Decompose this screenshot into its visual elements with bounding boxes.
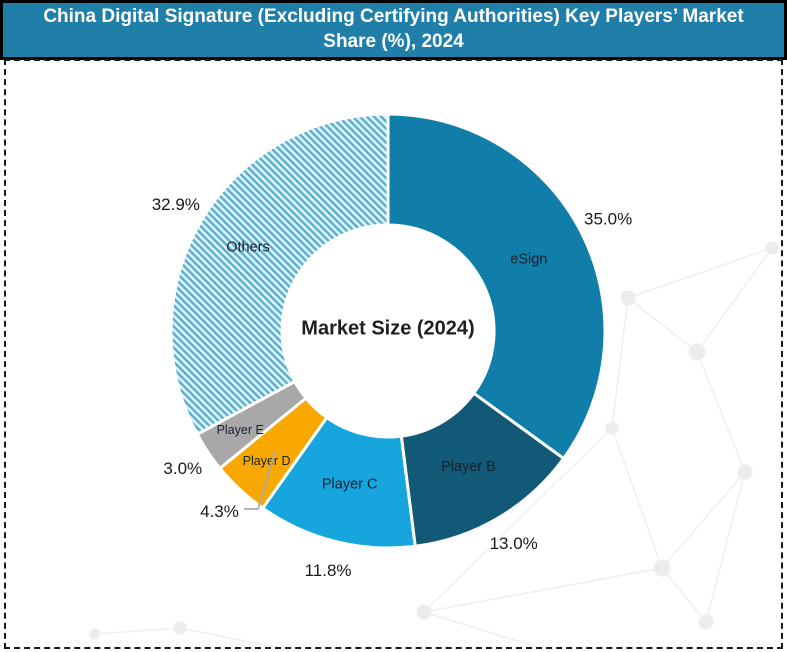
chart-title-line1: China Digital Signature (Excluding Certi…	[43, 6, 744, 28]
percent-label-player-c: 11.8%	[305, 561, 352, 580]
slice-esign	[386, 112, 607, 460]
percent-label-player-b: 13.0%	[490, 534, 538, 553]
percent-label-player-d: 4.3%	[200, 502, 239, 521]
slice-label-player-c: Player C	[322, 476, 378, 492]
slice-label-player-b: Player B	[441, 459, 496, 475]
center-label: Market Size (2024)	[301, 317, 475, 340]
percent-label-esign: 35.0%	[584, 209, 632, 228]
slice-label-player-d: Player D	[243, 454, 291, 468]
slice-label-others: Others	[226, 240, 270, 256]
leader-line-player-d	[244, 451, 276, 510]
percent-label-others: 32.9%	[152, 195, 200, 214]
title-bar: China Digital Signature (Excluding Certi…	[0, 0, 787, 60]
slice-label-esign: eSign	[510, 251, 547, 267]
chart-title-line2: Share (%), 2024	[323, 31, 464, 52]
slice-others	[169, 112, 390, 436]
network-decoration	[89, 241, 779, 649]
percent-label-player-e: 3.0%	[163, 459, 202, 478]
slice-label-player-e: Player E	[217, 423, 264, 437]
